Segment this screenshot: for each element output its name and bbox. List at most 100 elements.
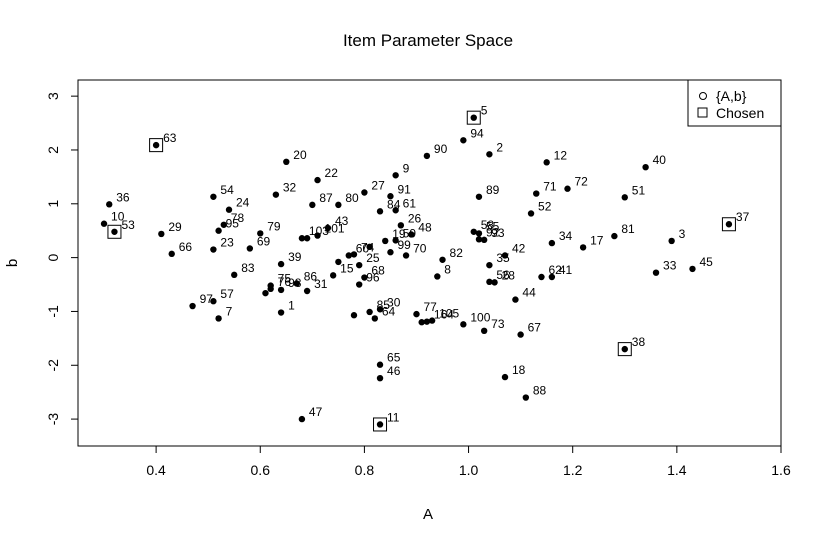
legend-circle-icon bbox=[699, 92, 707, 100]
chart-title: Item Parameter Space bbox=[343, 31, 513, 50]
point-label: 61 bbox=[403, 196, 417, 210]
point-label: 71 bbox=[543, 180, 557, 194]
x-tick-label: 0.8 bbox=[355, 462, 375, 478]
point-label: 51 bbox=[632, 183, 646, 197]
data-point bbox=[397, 222, 405, 229]
data-point bbox=[309, 201, 316, 209]
data-point bbox=[382, 237, 389, 245]
point-label: 28 bbox=[502, 268, 516, 282]
y-tick-label: 3 bbox=[45, 92, 61, 100]
point-label: 19 bbox=[392, 227, 406, 241]
legend-box bbox=[687, 79, 782, 127]
point-label: 45 bbox=[699, 255, 713, 269]
point-label: 37 bbox=[736, 210, 750, 224]
data-point bbox=[277, 260, 285, 268]
y-tick-label: -2 bbox=[45, 359, 61, 372]
point-label: 74 bbox=[361, 240, 375, 254]
chosen-markers bbox=[107, 110, 736, 432]
data-point bbox=[439, 256, 446, 263]
data-point bbox=[257, 230, 264, 237]
data-point bbox=[376, 306, 384, 313]
point-label: 3 bbox=[679, 227, 686, 241]
point-labels: 1235789101112151718192022232425262728293… bbox=[111, 104, 750, 425]
data-point bbox=[168, 250, 175, 258]
data-point bbox=[392, 237, 399, 244]
point-label: 29 bbox=[168, 220, 182, 234]
data-point bbox=[293, 280, 300, 287]
data-point bbox=[152, 141, 160, 149]
legend: {A,b} Chosen bbox=[687, 79, 782, 127]
data-point bbox=[277, 309, 285, 316]
data-point bbox=[408, 231, 415, 238]
data-point bbox=[324, 224, 332, 232]
data-point bbox=[298, 235, 306, 242]
data-point bbox=[314, 232, 321, 239]
y-axis: -3 -2 -1 0 1 2 3 bbox=[45, 92, 79, 426]
point-label: 46 bbox=[387, 364, 401, 378]
data-point bbox=[371, 315, 379, 322]
data-point bbox=[621, 345, 628, 353]
data-point bbox=[564, 185, 571, 192]
point-label: 94 bbox=[470, 126, 484, 140]
point-label: 87 bbox=[319, 191, 333, 205]
data-point bbox=[345, 252, 352, 259]
data-point bbox=[262, 289, 269, 297]
point-label: 8 bbox=[444, 262, 451, 276]
data-point bbox=[423, 152, 431, 160]
point-label: 70 bbox=[413, 241, 427, 255]
y-tick-label: -3 bbox=[45, 413, 61, 426]
point-label: 103 bbox=[309, 224, 329, 238]
point-label: 101 bbox=[325, 222, 345, 236]
data-point bbox=[543, 159, 550, 166]
data-point bbox=[480, 327, 488, 335]
data-point bbox=[418, 319, 425, 326]
point-label: 69 bbox=[257, 234, 271, 248]
data-point bbox=[303, 287, 311, 295]
data-point bbox=[225, 206, 233, 213]
point-label: 33 bbox=[663, 259, 677, 273]
data-point bbox=[376, 421, 384, 428]
data-point bbox=[579, 244, 587, 251]
point-label: 80 bbox=[345, 191, 359, 205]
data-point bbox=[533, 190, 540, 197]
data-point bbox=[215, 227, 222, 234]
data-point bbox=[460, 321, 467, 328]
point-label: 68 bbox=[371, 264, 385, 278]
data-point bbox=[538, 273, 545, 281]
chosen-marker bbox=[107, 224, 122, 239]
data-point bbox=[335, 258, 342, 266]
point-label: 75 bbox=[278, 272, 292, 286]
point-label: 39 bbox=[288, 250, 302, 264]
data-point bbox=[725, 221, 733, 228]
y-tick-label: 2 bbox=[45, 146, 61, 154]
data-point bbox=[277, 286, 285, 294]
point-label: 1 bbox=[288, 299, 295, 313]
x-tick-label: 1.2 bbox=[563, 462, 583, 478]
point-label: 164 bbox=[434, 308, 454, 322]
data-point bbox=[475, 230, 483, 237]
data-point bbox=[366, 243, 373, 251]
data-point bbox=[480, 236, 488, 244]
data-point bbox=[423, 318, 431, 325]
point-label: 83 bbox=[241, 261, 255, 275]
point-label: 52 bbox=[538, 199, 552, 213]
point-label: 17 bbox=[590, 233, 604, 247]
point-label: 2 bbox=[496, 140, 503, 154]
data-point bbox=[231, 271, 238, 279]
data-point bbox=[668, 237, 675, 245]
x-tick-label: 1.6 bbox=[771, 462, 791, 478]
point-label: 25 bbox=[366, 251, 380, 265]
point-label: 95 bbox=[226, 217, 240, 231]
point-label: 22 bbox=[325, 166, 339, 180]
chosen-marker bbox=[373, 417, 388, 432]
point-label: 23 bbox=[220, 236, 234, 250]
point-label: 38 bbox=[632, 335, 646, 349]
point-label: 89 bbox=[486, 183, 500, 197]
y-axis-label: b bbox=[4, 259, 21, 267]
point-label: 81 bbox=[621, 222, 635, 236]
point-label: 92 bbox=[486, 225, 500, 239]
point-label: 88 bbox=[533, 384, 547, 398]
point-label: 91 bbox=[397, 182, 411, 196]
data-point bbox=[642, 163, 649, 171]
point-label: 53 bbox=[121, 218, 135, 232]
